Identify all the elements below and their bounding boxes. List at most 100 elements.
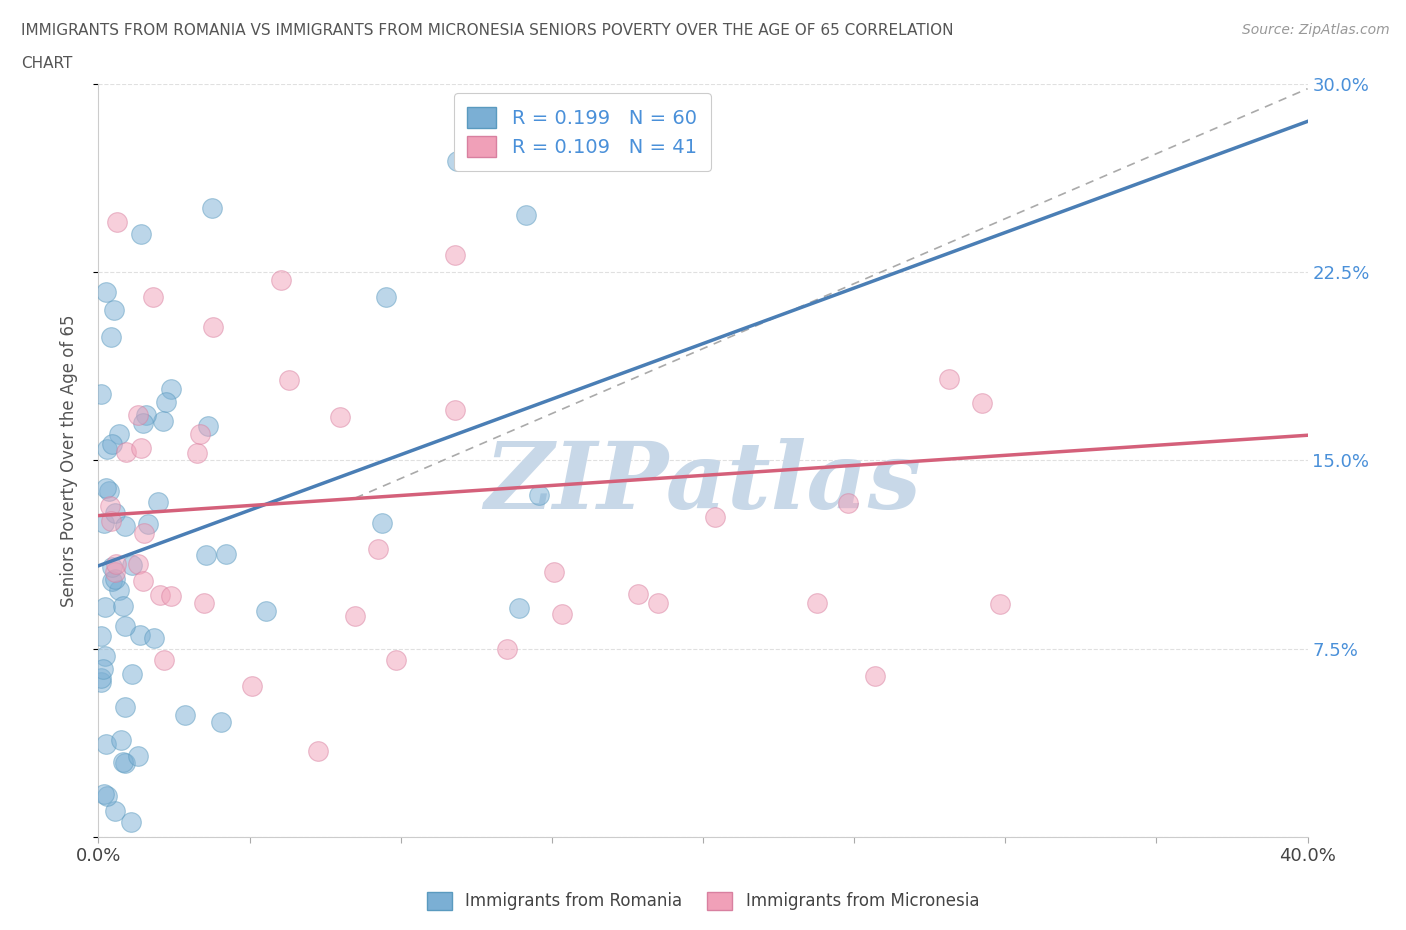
Point [938,372,960,387]
Point [98,484,121,498]
Point [160,381,183,396]
Point [385,652,408,667]
Point [277,373,299,388]
Point [93,516,115,531]
Point [129,628,152,643]
Point [104,565,127,579]
Point [193,595,215,610]
Point [96,789,118,804]
Point [127,557,149,572]
Point [174,708,197,723]
Point [186,445,208,460]
Point [136,517,159,532]
Point [627,587,650,602]
Point [93,648,115,663]
Point [704,510,727,525]
Point [132,573,155,588]
Point [114,756,136,771]
Point [200,201,222,216]
Point [647,596,669,611]
Point [134,525,156,540]
Point [100,329,122,344]
Point [142,289,165,304]
Point [329,409,352,424]
Point [94,285,117,299]
Point [806,596,828,611]
Point [114,618,136,633]
Point [115,445,138,459]
Point [112,599,135,614]
Point [103,302,125,317]
Point [108,582,131,597]
Point [104,505,127,520]
Point [990,597,1012,612]
Point [837,496,859,511]
Point [149,588,172,603]
Legend: R = 0.199   N = 60, R = 0.109   N = 41: R = 0.199 N = 60, R = 0.109 N = 41 [454,93,710,171]
Point [153,652,176,667]
Point [129,227,152,242]
Point [129,440,152,455]
Point [100,436,122,451]
Point [90,387,112,402]
Point [93,600,115,615]
Point [374,289,396,304]
Point [254,604,277,618]
Point [444,247,467,262]
Point [543,565,565,579]
Point [214,547,236,562]
Point [344,608,367,623]
Text: Source: ZipAtlas.com: Source: ZipAtlas.com [1241,23,1389,37]
Point [94,481,117,496]
Point [94,737,117,751]
Point [495,642,517,657]
Point [370,515,392,530]
Point [444,403,467,418]
Point [270,272,292,287]
Point [135,408,157,423]
Point [108,427,131,442]
Point [121,666,143,681]
Point [515,207,537,222]
Point [240,678,263,693]
Y-axis label: Seniors Poverty Over the Age of 65: Seniors Poverty Over the Age of 65 [59,314,77,606]
Point [98,498,121,513]
Point [121,558,143,573]
Point [496,126,519,141]
Point [550,606,572,621]
Point [155,394,177,409]
Point [90,671,112,685]
Point [209,715,232,730]
Point [159,588,181,603]
Point [101,560,124,575]
Text: ZIPatlas: ZIPatlas [485,438,921,528]
Point [148,495,170,510]
Point [90,629,112,644]
Point [114,700,136,715]
Point [114,519,136,534]
Point [104,571,127,586]
Point [197,418,219,433]
Point [112,754,135,769]
Point [152,414,174,429]
Legend: Immigrants from Romania, Immigrants from Micronesia: Immigrants from Romania, Immigrants from… [420,885,986,917]
Point [190,427,212,442]
Point [120,815,142,830]
Point [195,548,218,563]
Point [863,669,886,684]
Point [110,733,132,748]
Point [132,416,155,431]
Text: CHART: CHART [21,56,73,71]
Point [91,662,114,677]
Point [367,541,389,556]
Point [508,601,530,616]
Point [972,396,994,411]
Point [96,442,118,457]
Point [93,787,115,802]
Point [127,408,149,423]
Point [100,574,122,589]
Point [90,674,112,689]
Point [143,631,166,645]
Point [105,214,128,229]
Point [104,804,127,818]
